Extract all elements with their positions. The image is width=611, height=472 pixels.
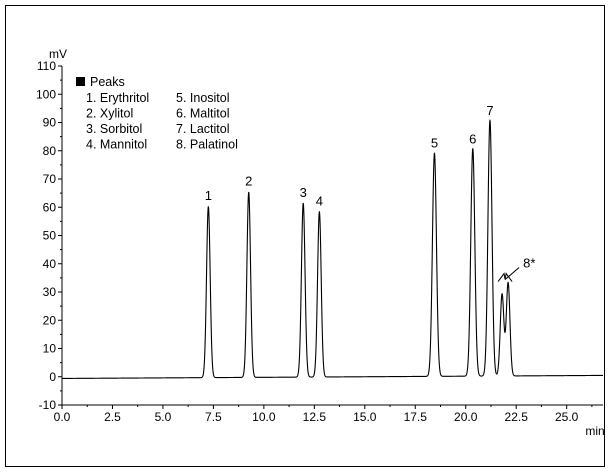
y-tick-label: 70	[43, 172, 57, 186]
peak-label-5: 5	[431, 136, 438, 151]
y-tick-label: 90	[43, 116, 57, 130]
x-tick-label: 20.0	[454, 410, 478, 424]
y-tick-label: 40	[43, 257, 57, 271]
peak-label-7: 7	[486, 103, 493, 118]
chromatogram-trace	[62, 118, 603, 379]
legend-title: Peaks	[90, 75, 125, 89]
ticks: -10 0 10 20 30 40 50 60 70 80 90 100 110 0.0 2.5 5.0 7.5…	[36, 59, 593, 424]
x-tick-label: 7.5	[205, 410, 222, 424]
x-tick-label: 12.5	[303, 410, 327, 424]
x-tick-label: 17.5	[404, 410, 428, 424]
peak-label-1: 1	[205, 188, 212, 203]
x-tick-label: 15.0	[353, 410, 377, 424]
x-tick-label: 10.0	[252, 410, 276, 424]
y-tick-label: -10	[39, 398, 57, 412]
axes	[61, 66, 603, 406]
peak-label-6: 6	[469, 131, 476, 146]
peak-8-label: 8*	[523, 256, 535, 271]
y-tick-label: 80	[43, 144, 57, 158]
y-tick-label: 0	[49, 370, 56, 384]
y-tick-label: 20	[43, 313, 57, 327]
legend-item: 1. Erythritol	[86, 91, 149, 105]
legend-item: 2. Xylitol	[86, 107, 133, 121]
legend-item: 7. Lactitol	[176, 122, 230, 136]
chromatogram-chart: -10 0 10 20 30 40 50 60 70 80 90 100 110 0.0 2.5 5.0 7.5…	[36, 47, 605, 438]
peak-8-bracket	[497, 267, 520, 282]
legend-item: 3. Sorbitol	[86, 122, 142, 136]
y-tick-label: 10	[43, 342, 57, 356]
legend-item: 6. Maltitol	[176, 107, 230, 121]
legend-item: 8. Palatinol	[176, 138, 238, 152]
legend-marker	[76, 77, 85, 86]
y-tick-label: 50	[43, 229, 57, 243]
y-tick-label: 100	[36, 87, 56, 101]
x-tick-label: 25.0	[555, 410, 579, 424]
peak-label-2: 2	[245, 174, 252, 189]
legend-item: 5. Inositol	[176, 91, 230, 105]
legend-item: 4. Mannitol	[86, 138, 147, 152]
x-tick-label: 0.0	[54, 410, 71, 424]
peak-label-4: 4	[316, 193, 323, 208]
peak-label-3: 3	[300, 185, 307, 200]
x-tick-label: 22.5	[505, 410, 529, 424]
y-tick-label: 60	[43, 200, 57, 214]
x-tick-label: 2.5	[104, 410, 121, 424]
peak-labels: 1 2 34 5 67	[205, 103, 494, 208]
y-tick-label: 110	[37, 59, 56, 73]
x-tick-label: 5.0	[155, 410, 172, 424]
y-axis-unit: mV	[49, 47, 67, 61]
y-tick-label: 30	[43, 285, 57, 299]
chart-frame: -10 0 10 20 30 40 50 60 70 80 90 100 110 0.0 2.5 5.0 7.5…	[5, 5, 605, 467]
x-axis-unit: min	[585, 424, 604, 438]
